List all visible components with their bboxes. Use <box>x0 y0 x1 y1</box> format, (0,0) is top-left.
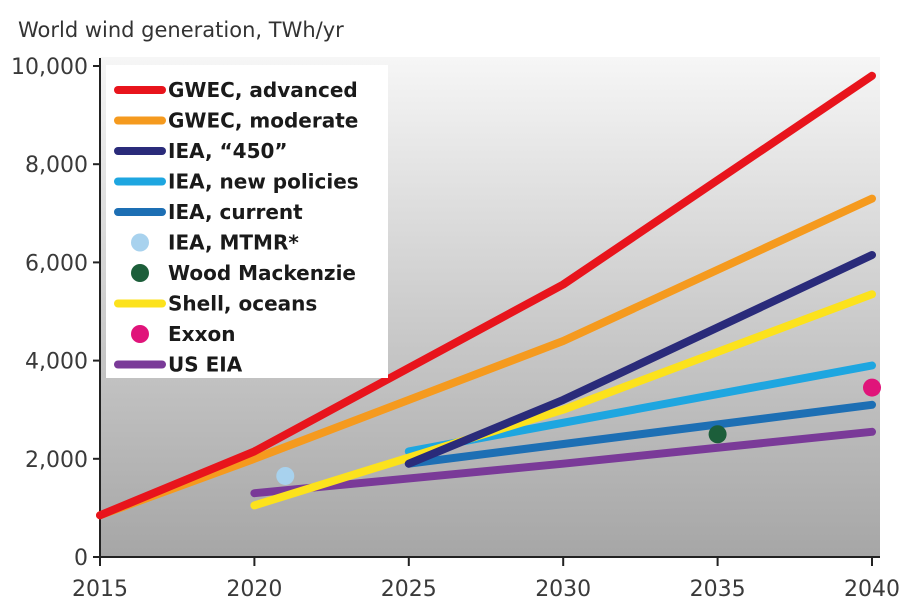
x-tick-label: 2030 <box>535 577 591 602</box>
y-tick-label: 10,000 <box>11 55 88 80</box>
axes: 0 2,000 4,000 6,000 8,000 10,000 2015 2020 2025 2… <box>11 55 900 602</box>
legend-label-iea-450: IEA, “450” <box>168 139 288 163</box>
legend-swatch-iea-mtmr <box>131 233 149 252</box>
series-line-us-eia <box>250 427 876 498</box>
y-tick-label: 2,000 <box>25 448 88 473</box>
data-point-wood-mackenzie <box>708 425 727 444</box>
data-point-iea-mtmr <box>276 466 295 485</box>
legend-label-iea-mtmr: IEA, MTMR* <box>168 231 299 255</box>
series-line-shell-oceans <box>250 290 876 510</box>
y-tick-label: 0 <box>74 546 88 571</box>
legend-label-shell-oceans: Shell, oceans <box>168 292 317 316</box>
y-axis-title: World wind generation, TWh/yr <box>18 18 344 42</box>
legend: GWEC, advanced GWEC, moderate IEA, “450” IE… <box>106 65 388 378</box>
series-line-gwec-advanced <box>96 71 876 520</box>
legend-label-exxon: Exxon <box>168 322 235 346</box>
legend-label-gwec-advanced: GWEC, advanced <box>168 78 358 102</box>
y-tick-label: 4,000 <box>25 350 88 375</box>
x-tick-label: 2025 <box>381 577 437 602</box>
x-tick-label: 2035 <box>690 577 746 602</box>
legend-label-iea-new-policies: IEA, new policies <box>168 170 359 194</box>
series-layer <box>96 71 881 520</box>
x-tick-label: 2015 <box>72 577 128 602</box>
y-tick-label: 8,000 <box>25 153 88 178</box>
legend-label-gwec-moderate: GWEC, moderate <box>168 109 358 133</box>
data-point-exxon <box>863 378 881 397</box>
legend-label-wood-mackenzie: Wood Mackenzie <box>168 261 356 285</box>
x-tick-label: 2020 <box>226 577 282 602</box>
legend-swatch-wood-mackenzie <box>131 264 149 282</box>
y-tick-label: 6,000 <box>25 251 88 276</box>
legend-label-iea-current: IEA, current <box>168 200 303 224</box>
x-tick-label: 2040 <box>844 577 900 602</box>
legend-swatch-exxon <box>131 325 149 343</box>
legend-label-us-eia: US EIA <box>168 353 243 377</box>
series-line-iea-current <box>404 400 876 468</box>
series-line-iea-450 <box>404 251 876 468</box>
